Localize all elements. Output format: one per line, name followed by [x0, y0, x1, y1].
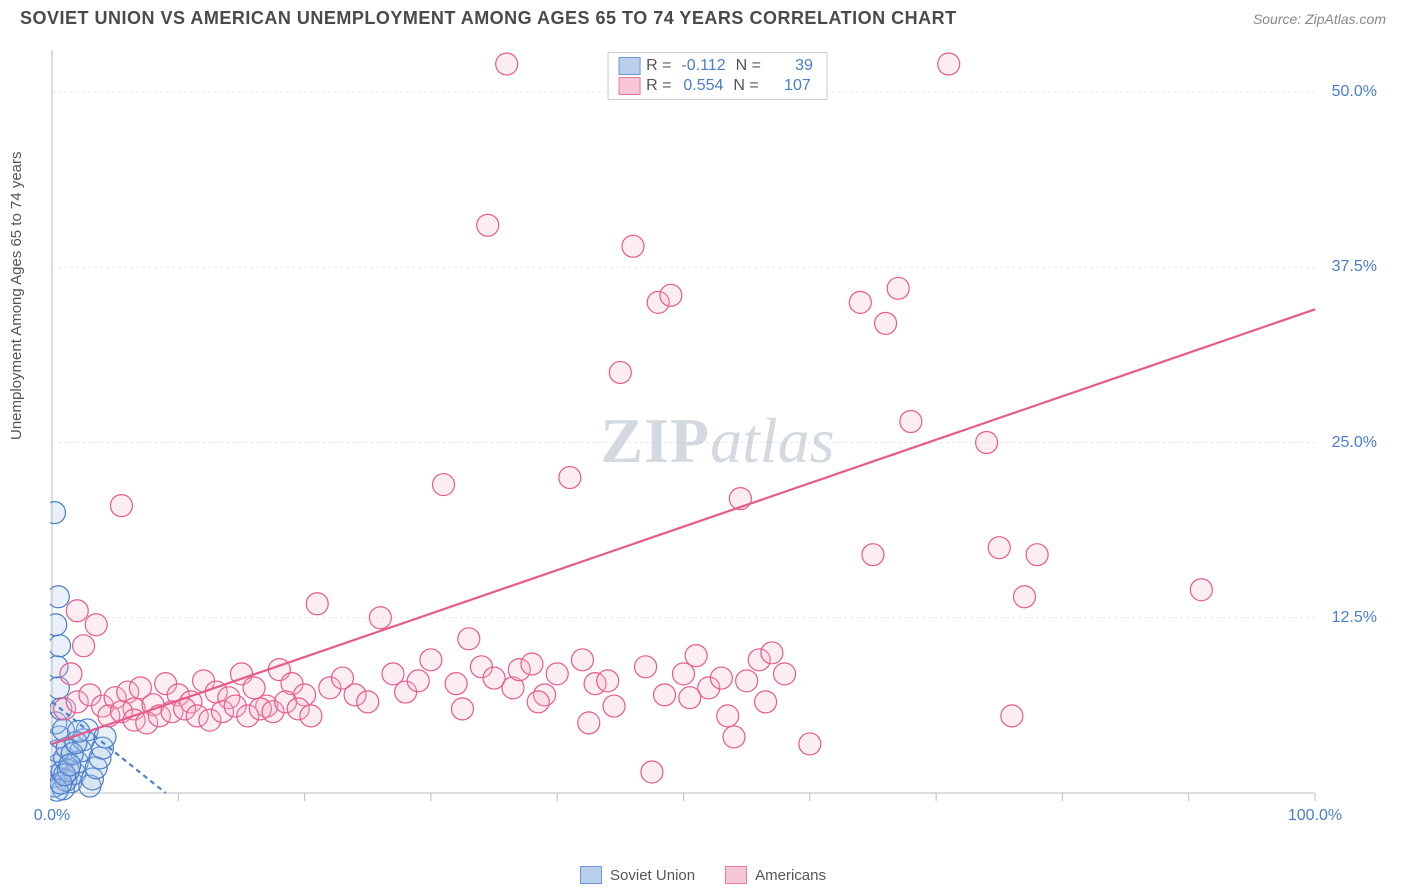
legend-item-american: Americans — [725, 866, 826, 884]
n-value-american: 107 — [765, 77, 815, 95]
legend-row-soviet: R = -0.112 N = 39 — [618, 57, 817, 75]
x-tick-label: 0.0% — [34, 807, 70, 825]
n-value-soviet: 39 — [767, 57, 817, 75]
chart-title: SOVIET UNION VS AMERICAN UNEMPLOYMENT AM… — [20, 8, 957, 29]
y-tick-label: 37.5% — [1332, 258, 1377, 276]
source-attribution: Source: ZipAtlas.com — [1253, 11, 1386, 27]
y-tick-label: 12.5% — [1332, 609, 1377, 627]
legend-label-american: Americans — [755, 867, 826, 884]
r-label: R = — [646, 57, 671, 75]
legend-row-american: R = 0.554 N = 107 — [618, 77, 817, 95]
swatch-soviet — [618, 57, 640, 75]
correlation-legend: R = -0.112 N = 39 R = 0.554 N = 107 — [607, 52, 828, 100]
n-label: N = — [733, 77, 758, 95]
swatch-american — [618, 77, 640, 95]
chart-area: ZIPatlas R = -0.112 N = 39 R = 0.554 N =… — [50, 48, 1385, 833]
scatter-plot-svg — [50, 48, 1385, 833]
x-tick-label: 100.0% — [1288, 807, 1342, 825]
r-value-soviet: -0.112 — [677, 57, 729, 75]
series-legend: Soviet Union Americans — [580, 866, 826, 884]
swatch-american-icon — [725, 866, 747, 884]
n-label: N = — [736, 57, 761, 75]
legend-item-soviet: Soviet Union — [580, 866, 695, 884]
r-label: R = — [646, 77, 671, 95]
swatch-soviet-icon — [580, 866, 602, 884]
y-tick-label: 50.0% — [1332, 83, 1377, 101]
y-tick-label: 25.0% — [1332, 434, 1377, 452]
r-value-american: 0.554 — [677, 77, 727, 95]
y-axis-label: Unemployment Among Ages 65 to 74 years — [8, 151, 25, 440]
legend-label-soviet: Soviet Union — [610, 867, 695, 884]
